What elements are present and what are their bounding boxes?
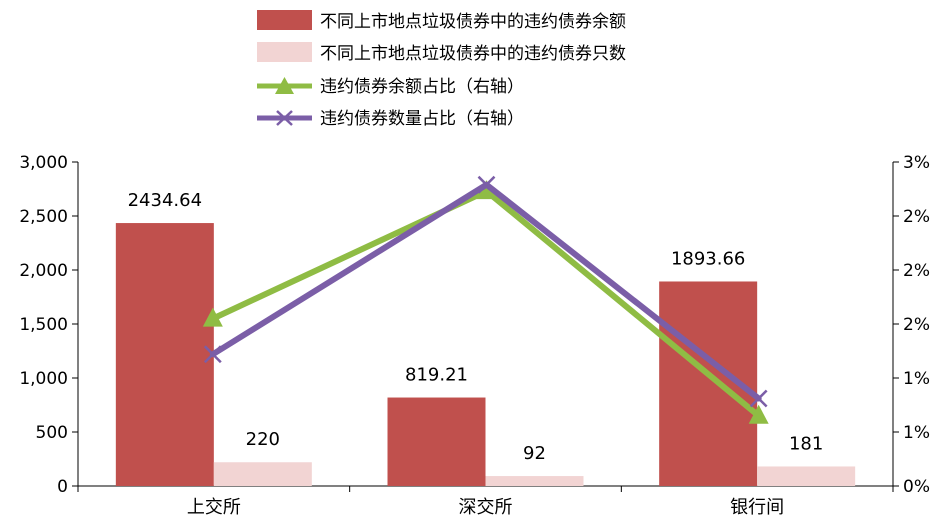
right-axis-tick-label: 2% [903,261,930,281]
left-axis-tick-label: 1,000 [19,369,68,389]
x-marker [477,175,496,194]
right-axis-tick-label: 3% [903,153,930,173]
bars [115,223,856,486]
left-axis-tick-label: 500 [36,423,68,443]
x-marker-stroke [749,389,768,408]
bar [213,462,312,486]
legend-marker-x [276,110,293,126]
legend: 不同上市地点垃圾债券中的违约债券余额 不同上市地点垃圾债券中的违约债券只数 违约… [257,10,626,129]
left-axis-tick-label: 2,500 [19,207,68,227]
left-axis-tick-label: 1,500 [19,315,68,335]
right-axis-tick-label: 2% [903,207,930,227]
bar [757,466,856,486]
bar-data-label: 181 [789,433,823,454]
bar [387,397,486,486]
x-marker [749,389,768,408]
data-labels: 2434.64 220 819.21 92 1893.66 181 [128,190,824,464]
legend-label-count-ratio: 违约债券数量占比（右轴） [320,109,524,129]
bar-data-label: 819.21 [405,365,468,386]
bar [115,223,214,486]
left-axis-tick-label: 2,000 [19,261,68,281]
right-axis-tick-label: 1% [903,423,930,443]
bar-data-label: 1893.66 [671,248,745,269]
x-axis-category-label: 深交所 [459,497,513,518]
triangle-marker [748,404,769,424]
triangle-marker [476,180,497,200]
legend-marker-triangle [275,77,294,94]
right-axis-tick-label: 0% [903,477,930,497]
x-axis-category-label: 银行间 [730,497,784,518]
triangle-marker [202,307,223,327]
legend-swatch-bar-amount [257,10,312,30]
x-marker-stroke [203,345,222,364]
bar-data-label: 92 [523,443,546,464]
series-lines [202,175,769,424]
bar [485,476,584,486]
legend-swatch-bar-count [257,42,312,62]
right-axis-tick-label: 1% [903,369,930,389]
legend-label-bar-count: 不同上市地点垃圾债券中的违约债券只数 [320,44,626,64]
left-axis-tick-label: 3,000 [19,153,68,173]
x-marker-stroke [477,175,496,194]
x-axis-category-label: 上交所 [187,497,241,518]
bar-data-label: 220 [246,429,280,450]
bar-data-label: 2434.64 [128,190,202,211]
right-axis-tick-label: 2% [903,315,930,335]
x-marker [203,345,222,364]
legend-label-amount-ratio: 违约债券余额占比（右轴） [320,77,524,97]
left-axis-tick-label: 0 [57,477,68,497]
axes: 0 500 1,000 1,500 2,000 2,500 3,000 0% 1% 1% 2% 2% 2… [19,153,930,518]
legend-label-bar-amount: 不同上市地点垃圾债券中的违约债券余额 [320,12,626,32]
